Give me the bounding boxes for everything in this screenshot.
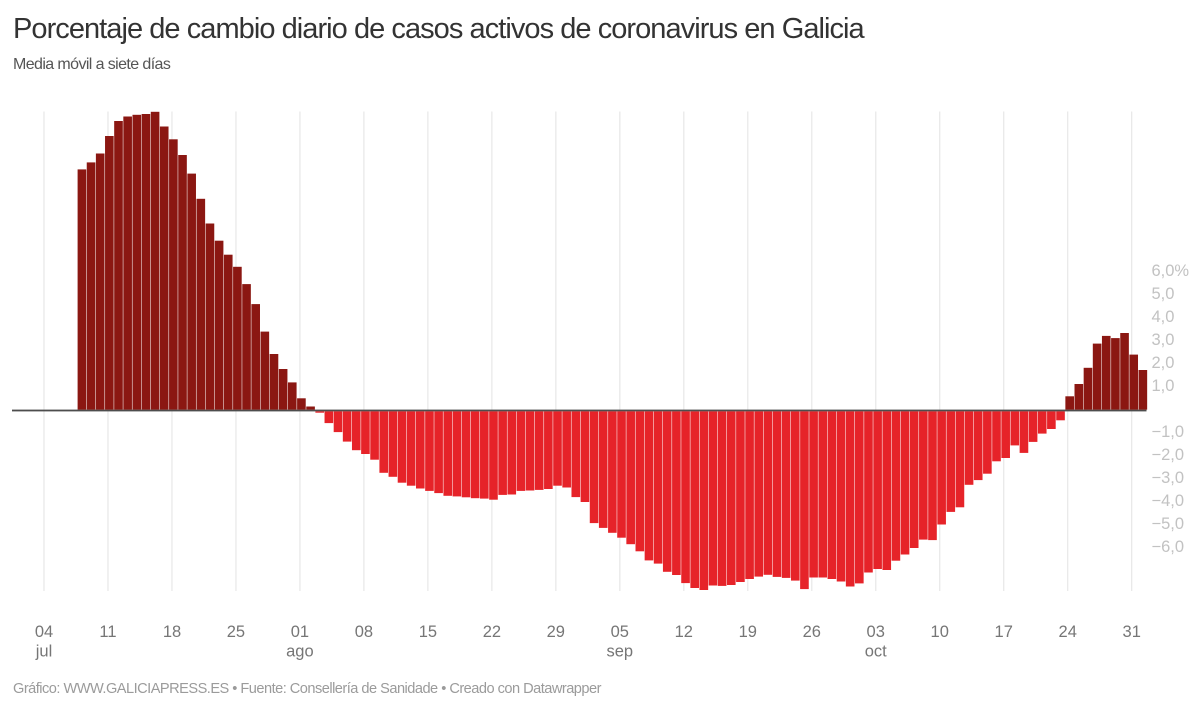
svg-text:6,0%: 6,0% bbox=[1152, 262, 1190, 280]
svg-text:18: 18 bbox=[163, 623, 181, 641]
svg-text:ago: ago bbox=[286, 643, 314, 661]
svg-text:22: 22 bbox=[483, 623, 501, 641]
svg-text:−1,0: −1,0 bbox=[1152, 423, 1185, 441]
svg-text:04: 04 bbox=[35, 623, 53, 641]
svg-text:−2,0: −2,0 bbox=[1152, 446, 1185, 464]
svg-text:−5,0: −5,0 bbox=[1152, 515, 1185, 533]
svg-text:31: 31 bbox=[1123, 623, 1141, 641]
svg-text:2,0: 2,0 bbox=[1152, 354, 1175, 372]
svg-text:17: 17 bbox=[995, 623, 1013, 641]
svg-text:26: 26 bbox=[803, 623, 821, 641]
svg-text:jul: jul bbox=[35, 643, 53, 661]
svg-text:3,0: 3,0 bbox=[1152, 331, 1175, 349]
svg-text:01: 01 bbox=[291, 623, 309, 641]
svg-text:12: 12 bbox=[675, 623, 693, 641]
svg-text:19: 19 bbox=[739, 623, 757, 641]
svg-text:4,0: 4,0 bbox=[1152, 308, 1175, 326]
svg-text:24: 24 bbox=[1059, 623, 1077, 641]
svg-text:−3,0: −3,0 bbox=[1152, 469, 1185, 487]
svg-text:11: 11 bbox=[99, 623, 116, 641]
svg-text:03: 03 bbox=[867, 623, 885, 641]
svg-text:25: 25 bbox=[227, 623, 245, 641]
svg-text:5,0: 5,0 bbox=[1152, 285, 1175, 303]
svg-text:15: 15 bbox=[419, 623, 437, 641]
svg-text:29: 29 bbox=[547, 623, 565, 641]
svg-text:08: 08 bbox=[355, 623, 373, 641]
svg-text:1,0: 1,0 bbox=[1152, 377, 1175, 395]
svg-text:05: 05 bbox=[611, 623, 629, 641]
svg-text:10: 10 bbox=[931, 623, 949, 641]
svg-text:−6,0: −6,0 bbox=[1152, 538, 1185, 556]
svg-text:oct: oct bbox=[865, 643, 887, 661]
svg-text:−4,0: −4,0 bbox=[1152, 492, 1185, 510]
svg-text:sep: sep bbox=[606, 643, 633, 661]
